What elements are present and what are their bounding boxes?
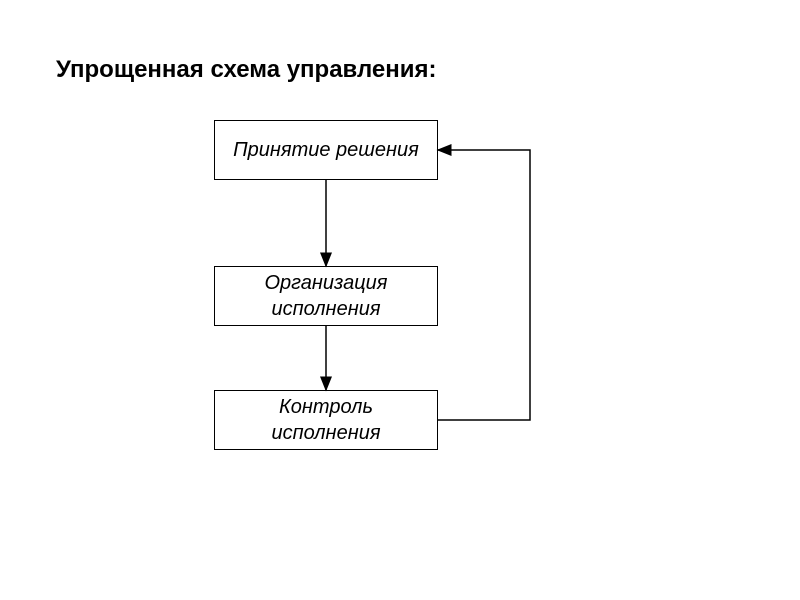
page-title: Упрощенная схема управления: (56, 56, 437, 84)
node-label: Организацияисполнения (264, 270, 387, 322)
node-label: Контрольисполнения (271, 394, 380, 446)
node-label: Принятие решения (233, 137, 419, 163)
flowchart-node-organization: Организацияисполнения (214, 266, 438, 326)
flowchart-node-control: Контрольисполнения (214, 390, 438, 450)
flowchart-node-decision: Принятие решения (214, 120, 438, 180)
